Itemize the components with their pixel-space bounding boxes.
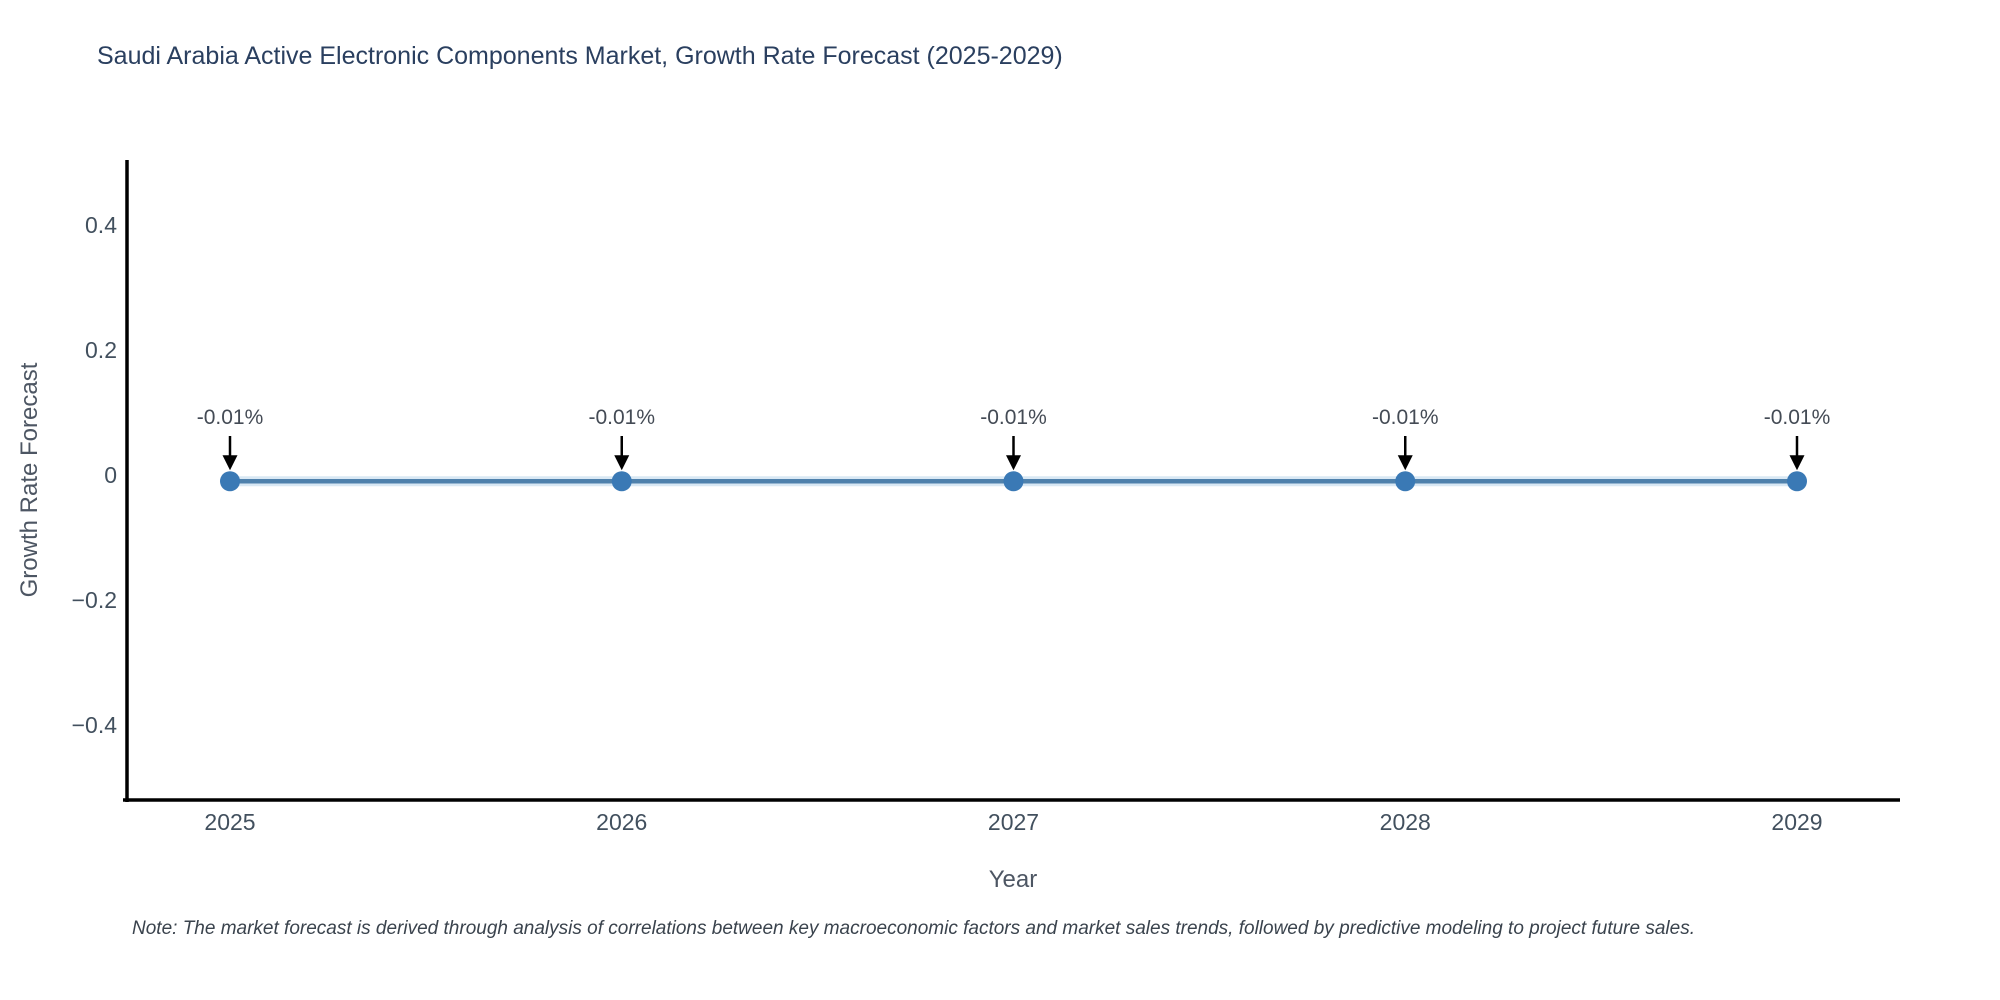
data-point-marker [611, 471, 632, 492]
x-tick-label: 2025 [204, 809, 256, 835]
point-annotation: -0.01% [980, 406, 1047, 429]
x-tick-label: 2028 [1379, 809, 1431, 835]
data-point-marker [1787, 471, 1807, 492]
y-tick-label: 0 [104, 462, 117, 488]
point-annotation: -0.01% [1763, 406, 1831, 429]
data-point-marker [1395, 471, 1416, 492]
y-tick-label: −0.2 [71, 587, 117, 613]
y-tick-label: 0.4 [85, 212, 117, 238]
x-tick-label: 2026 [596, 809, 648, 835]
data-point-marker [220, 471, 240, 492]
footnote: Note: The market forecast is derived thr… [132, 918, 1695, 939]
y-tick-label: −0.4 [71, 712, 117, 738]
annotation-arrowhead-icon [1789, 455, 1805, 471]
data-point-marker [1003, 471, 1024, 492]
point-annotation: -0.01% [588, 406, 656, 429]
point-annotation: -0.01% [1371, 406, 1439, 429]
y-tick-label: 0.2 [85, 337, 117, 363]
chart-title: Saudi Arabia Active Electronic Component… [97, 42, 1063, 70]
point-annotation: -0.01% [196, 406, 264, 429]
x-axis-title: Year [988, 866, 1038, 893]
annotation-arrowhead-icon [1006, 455, 1021, 471]
y-axis-title: Growth Rate Forecast [16, 362, 43, 598]
annotation-arrowhead-icon [614, 455, 630, 471]
annotation-arrowhead-icon [1397, 455, 1413, 471]
x-tick-label: 2027 [987, 809, 1040, 835]
x-tick-label: 2029 [1771, 809, 1823, 835]
annotation-arrowhead-icon [222, 455, 238, 471]
